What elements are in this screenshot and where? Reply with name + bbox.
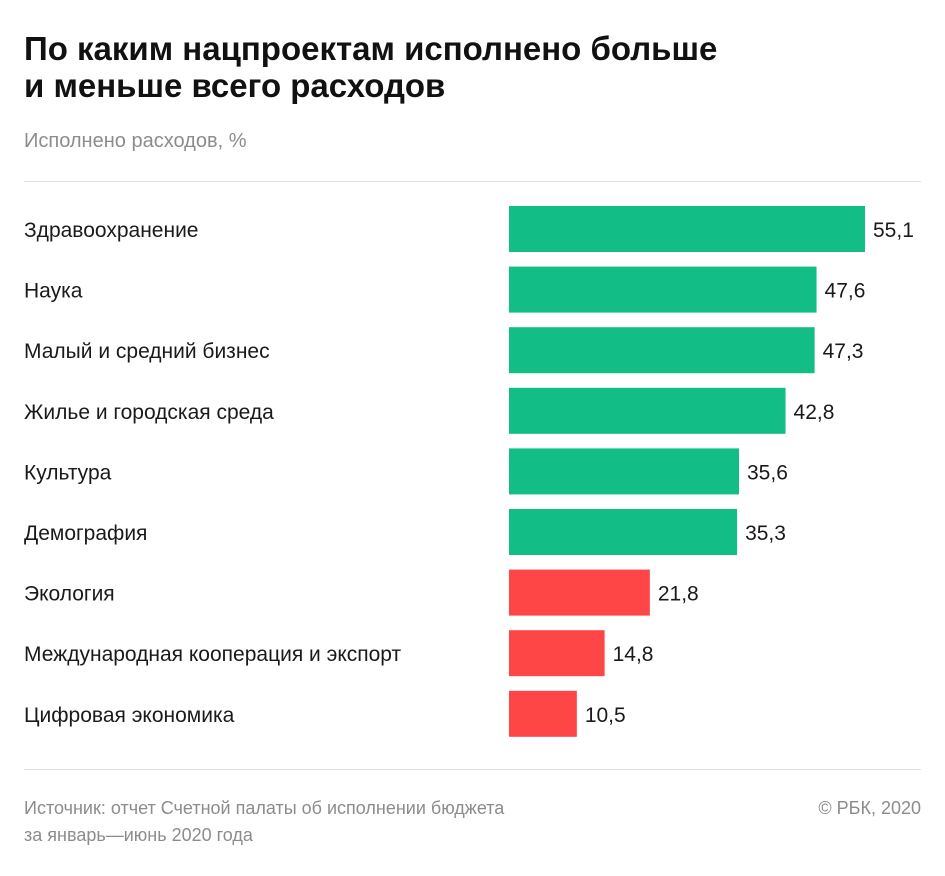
copyright: © РБК, 2020 [818, 798, 921, 818]
bar [509, 448, 740, 495]
value-label: 14,8 [613, 643, 654, 666]
source-line-1: Источник: отчет Счетной палаты об исполн… [24, 798, 505, 818]
bottom-divider [24, 769, 921, 770]
bar [509, 387, 786, 434]
category-label: Демография [24, 522, 147, 545]
category-label: Малый и средний бизнес [24, 340, 270, 363]
value-label: 35,6 [747, 461, 788, 484]
category-label: Экология [24, 583, 115, 606]
source-line-2: за январь—июнь 2020 года [24, 825, 253, 845]
chart-title-line-2: и меньше всего расходов [24, 67, 446, 104]
bar [509, 569, 650, 616]
chart-subtitle: Исполнено расходов, % [24, 130, 247, 152]
bar [509, 509, 738, 555]
top-divider [24, 181, 921, 182]
bar [509, 690, 577, 737]
category-label: Культура [24, 461, 112, 484]
bar [509, 206, 865, 252]
chart-title-line-1: По каким нацпроектам исполнено больше [24, 30, 718, 67]
value-label: 21,8 [658, 583, 699, 606]
category-label: Цифровая экономика [24, 704, 235, 727]
bar [509, 630, 605, 677]
value-label: 47,3 [823, 340, 864, 363]
category-label: Жилье и городская среда [24, 401, 274, 424]
bar [509, 327, 815, 374]
value-label: 55,1 [873, 219, 914, 242]
category-label: Международная кооперация и экспорт [24, 643, 402, 666]
value-label: 42,8 [794, 401, 835, 424]
chart-title: По каким нацпроектам исполнено больше и … [24, 30, 924, 104]
bar [509, 266, 817, 313]
value-label: 47,6 [825, 280, 866, 303]
category-label: Здравоохранение [24, 219, 198, 242]
bar-chart: Здравоохранение 55,1 Наука 47,6 Малый и сред… [24, 206, 914, 737]
value-label: 35,3 [745, 522, 786, 545]
source-note: Источник: отчет Счетной палаты об исполн… [24, 795, 644, 849]
category-label: Наука [24, 280, 83, 303]
value-label: 10,5 [585, 704, 626, 727]
